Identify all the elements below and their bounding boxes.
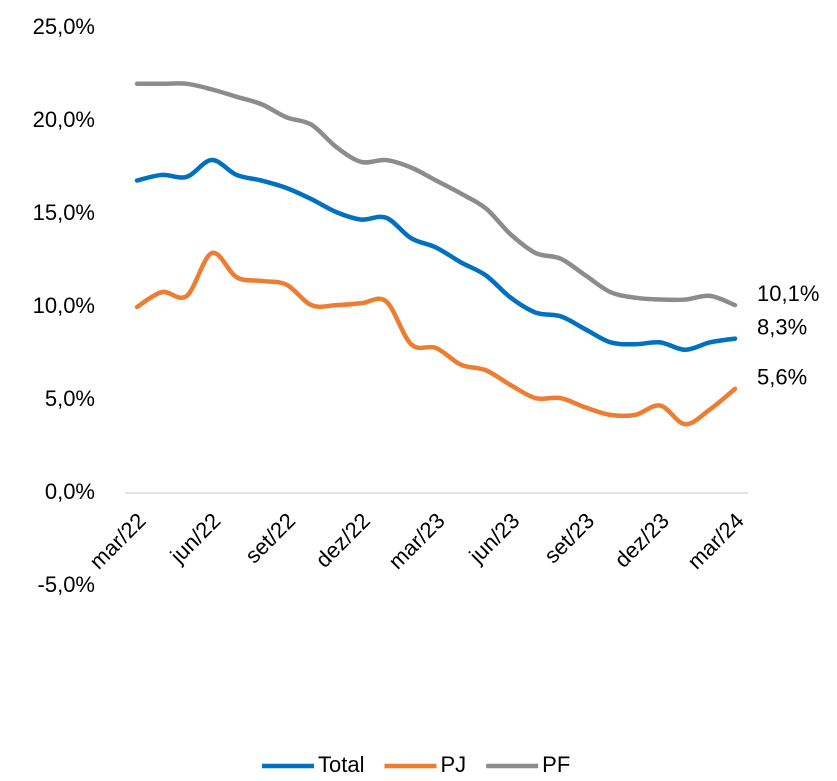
series-line (134, 250, 738, 427)
x-tick-label: dez/23 (610, 508, 674, 572)
y-tick-label: 10,0% (33, 293, 95, 318)
legend-label: Total (318, 752, 364, 776)
x-tick-label: mar/24 (683, 508, 749, 574)
y-tick-label: 5,0% (45, 386, 95, 411)
legend-label: PF (542, 752, 570, 776)
y-tick-label: -5,0% (38, 572, 95, 597)
data-label: 5,6% (757, 365, 807, 390)
y-tick-label: 15,0% (33, 200, 95, 225)
x-tick-label: jun/23 (464, 508, 525, 569)
x-tick-label: mar/23 (384, 508, 450, 574)
legend-label: PJ (440, 752, 466, 776)
y-tick-label: 20,0% (33, 107, 95, 132)
data-label: 8,3% (757, 314, 807, 339)
y-tick-label: 0,0% (45, 479, 95, 504)
series-line (134, 157, 738, 353)
x-tick-label: dez/22 (311, 508, 375, 572)
x-tick-label: mar/22 (85, 508, 151, 574)
x-tick-label: jun/22 (165, 508, 226, 569)
x-tick-label: set/22 (240, 508, 300, 568)
x-tick-label: set/23 (539, 508, 599, 568)
series-line (134, 81, 738, 308)
y-tick-label: 25,0% (33, 14, 95, 39)
data-label: 10,1% (757, 281, 819, 306)
